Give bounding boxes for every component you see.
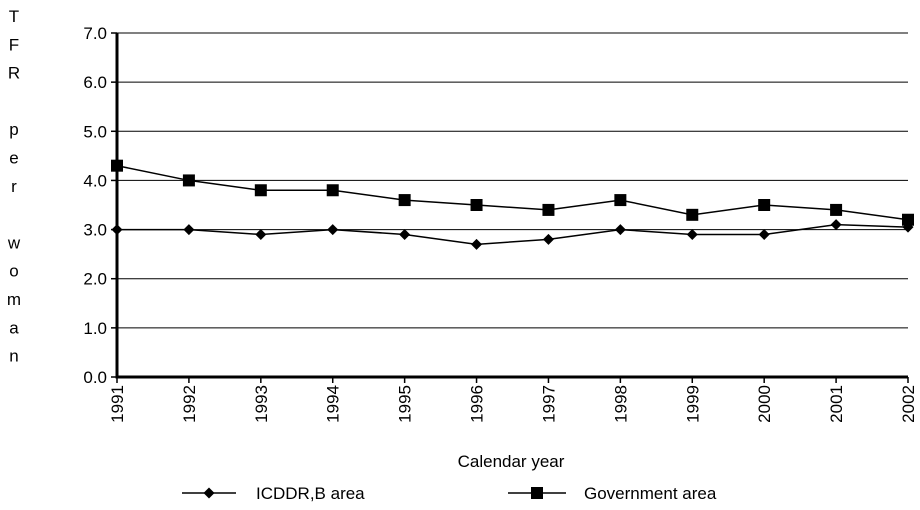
- icddr-b-area-point: [399, 228, 411, 240]
- x-tick-label: 1998: [611, 385, 630, 423]
- y-axis-label-letter: p: [9, 120, 18, 139]
- y-tick-label: 1.0: [83, 319, 107, 338]
- y-axis-label-letter: o: [9, 262, 18, 281]
- y-axis-label-letter: w: [7, 233, 21, 252]
- y-axis-label-letter: m: [7, 290, 21, 309]
- government-area-point: [326, 184, 339, 197]
- x-tick-label: 1993: [252, 385, 271, 423]
- legend: ICDDR,B area Government area: [182, 484, 717, 503]
- y-tick-label: 5.0: [83, 122, 107, 141]
- icddr-b-area-point: [327, 224, 339, 236]
- x-tick-label: 1996: [468, 385, 487, 423]
- y-axis-label-letter: R: [8, 64, 20, 83]
- government-area-point: [398, 194, 411, 207]
- x-tick-label: 1997: [539, 385, 558, 423]
- x-tick-label: 2000: [755, 385, 774, 423]
- legend-government-area-marker: [531, 487, 543, 499]
- government-area-point: [830, 203, 843, 216]
- y-tick-label: 7.0: [83, 24, 107, 43]
- x-tick-label: 2001: [827, 385, 846, 423]
- icddr-b-area-point: [471, 238, 483, 250]
- icddr-b-area-point: [255, 228, 267, 240]
- gridlines: [111, 32, 908, 378]
- government-area-point: [182, 174, 195, 187]
- legend-icddr-b-area-label: ICDDR,B area: [256, 484, 365, 503]
- y-tick-label: 3.0: [83, 221, 107, 240]
- icddr-b-area-point: [183, 224, 195, 236]
- y-tick-label: 6.0: [83, 73, 107, 92]
- government-area-line: [116, 164, 909, 221]
- government-area-point: [111, 159, 123, 172]
- x-tick-labels: 1991 1992 1993 1994 1995 1996 1997 1998 1999 2000…: [108, 377, 918, 423]
- icddr-b-area-point: [614, 224, 626, 236]
- y-axis-label-letter: F: [9, 35, 19, 54]
- y-axis-label-letter: e: [9, 149, 18, 168]
- icddr-b-area-point: [111, 224, 123, 236]
- icddr-b-area-point: [542, 233, 554, 245]
- x-tick-label: 1992: [180, 385, 199, 423]
- government-area-point: [542, 203, 555, 216]
- y-axis-label-letter: n: [9, 347, 18, 366]
- icddr-b-area-point: [830, 219, 842, 231]
- legend-government-area-label: Government area: [584, 484, 717, 503]
- government-area-point: [614, 194, 627, 207]
- government-area-point: [686, 208, 699, 221]
- x-tick-label: 2002: [899, 385, 918, 423]
- government-area-point: [758, 199, 771, 211]
- government-area-point: [470, 199, 483, 211]
- y-tick-label: 4.0: [83, 171, 107, 190]
- x-tick-label: 1991: [108, 385, 127, 423]
- y-axis-label-letter: r: [11, 177, 17, 196]
- icddr-b-area-point: [758, 228, 770, 240]
- series: [111, 159, 914, 250]
- axes: [115, 33, 908, 379]
- x-tick-label: 1999: [683, 385, 702, 423]
- y-tick-labels: 0.0 1.0 2.0 3.0 4.0 5.0 6.0 7.0: [83, 24, 107, 387]
- legend-icddr-b-area-marker: [203, 487, 215, 499]
- y-axis-label-letter: T: [9, 7, 19, 26]
- x-tick-label: 1994: [324, 385, 343, 423]
- government-area-point: [254, 184, 267, 197]
- y-tick-label: 0.0: [83, 368, 107, 387]
- x-axis-label: Calendar year: [458, 452, 565, 471]
- icddr-b-area-line: [117, 223, 909, 246]
- y-axis-label-letter: a: [9, 318, 19, 337]
- government-area-point: [902, 213, 914, 226]
- icddr-b-area-point: [686, 228, 698, 240]
- x-tick-label: 1995: [396, 385, 415, 423]
- y-tick-label: 2.0: [83, 270, 107, 289]
